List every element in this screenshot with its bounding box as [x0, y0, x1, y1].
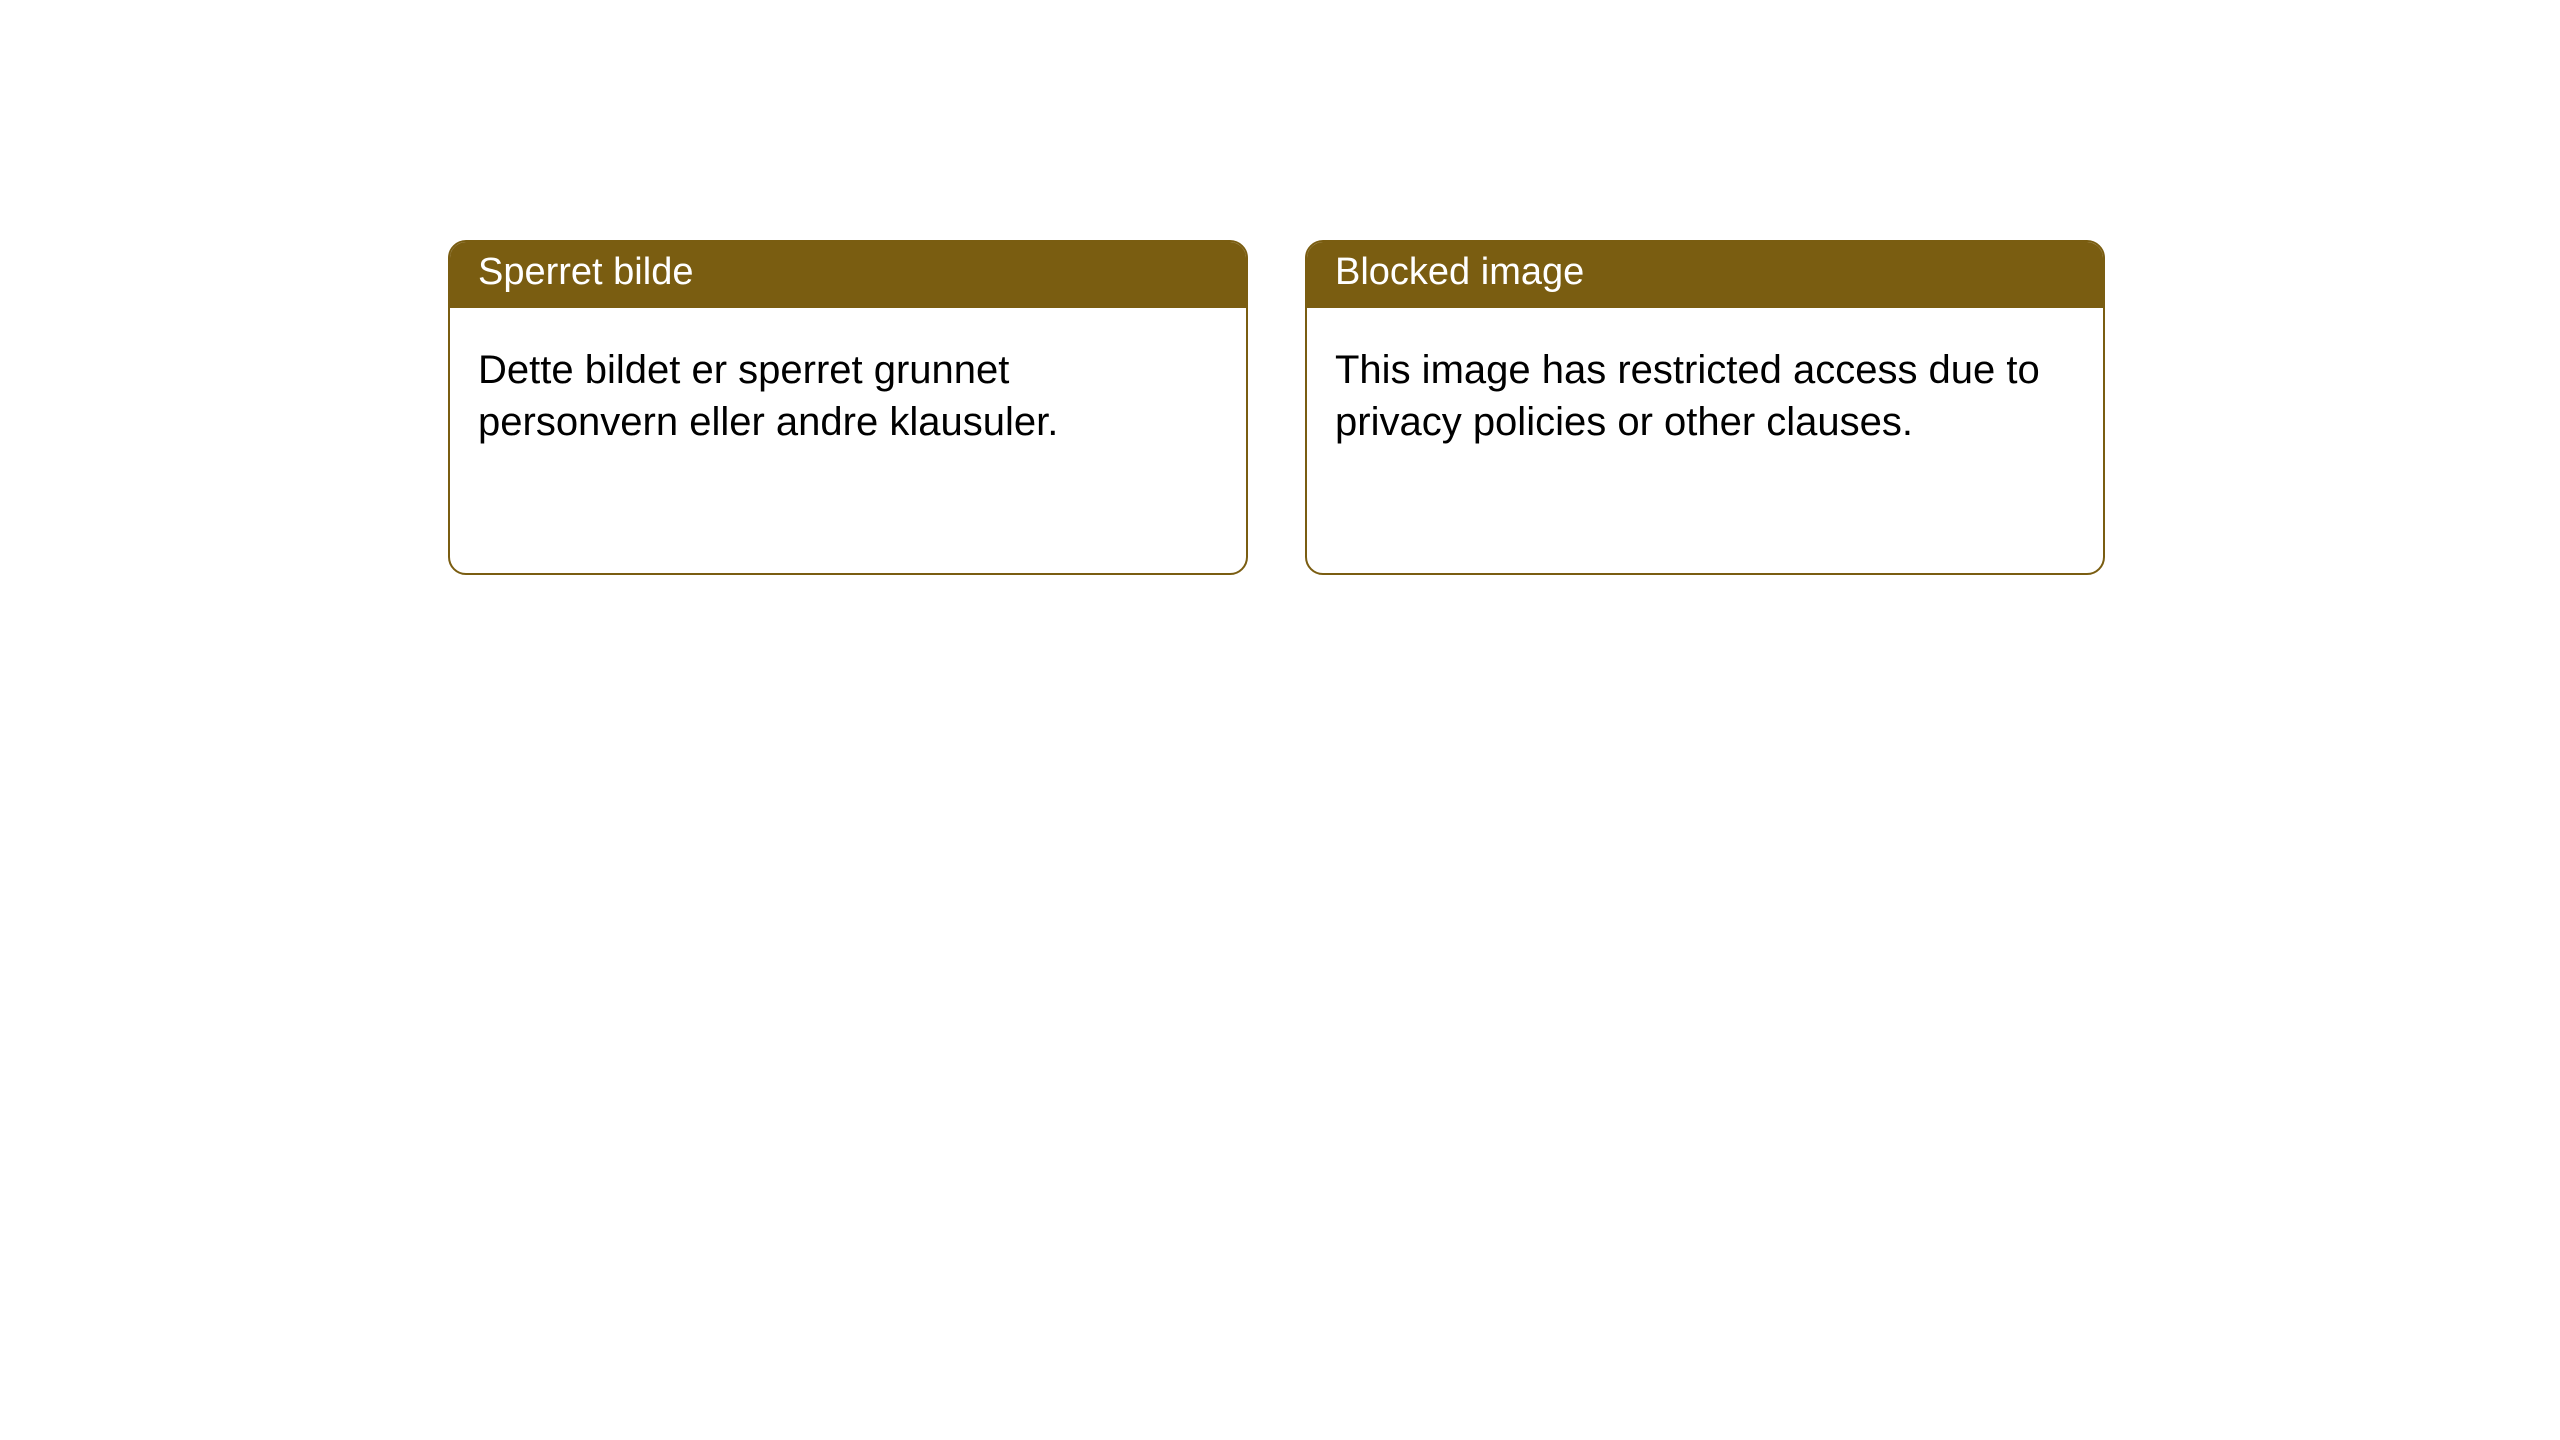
notice-body-norwegian: Dette bildet er sperret grunnet personve… — [450, 308, 1246, 476]
notice-body-english: This image has restricted access due to … — [1307, 308, 2103, 476]
notice-header-norwegian: Sperret bilde — [450, 242, 1246, 308]
notice-header-english: Blocked image — [1307, 242, 2103, 308]
notice-card-english: Blocked image This image has restricted … — [1305, 240, 2105, 575]
notice-container: Sperret bilde Dette bildet er sperret gr… — [448, 240, 2105, 575]
notice-card-norwegian: Sperret bilde Dette bildet er sperret gr… — [448, 240, 1248, 575]
